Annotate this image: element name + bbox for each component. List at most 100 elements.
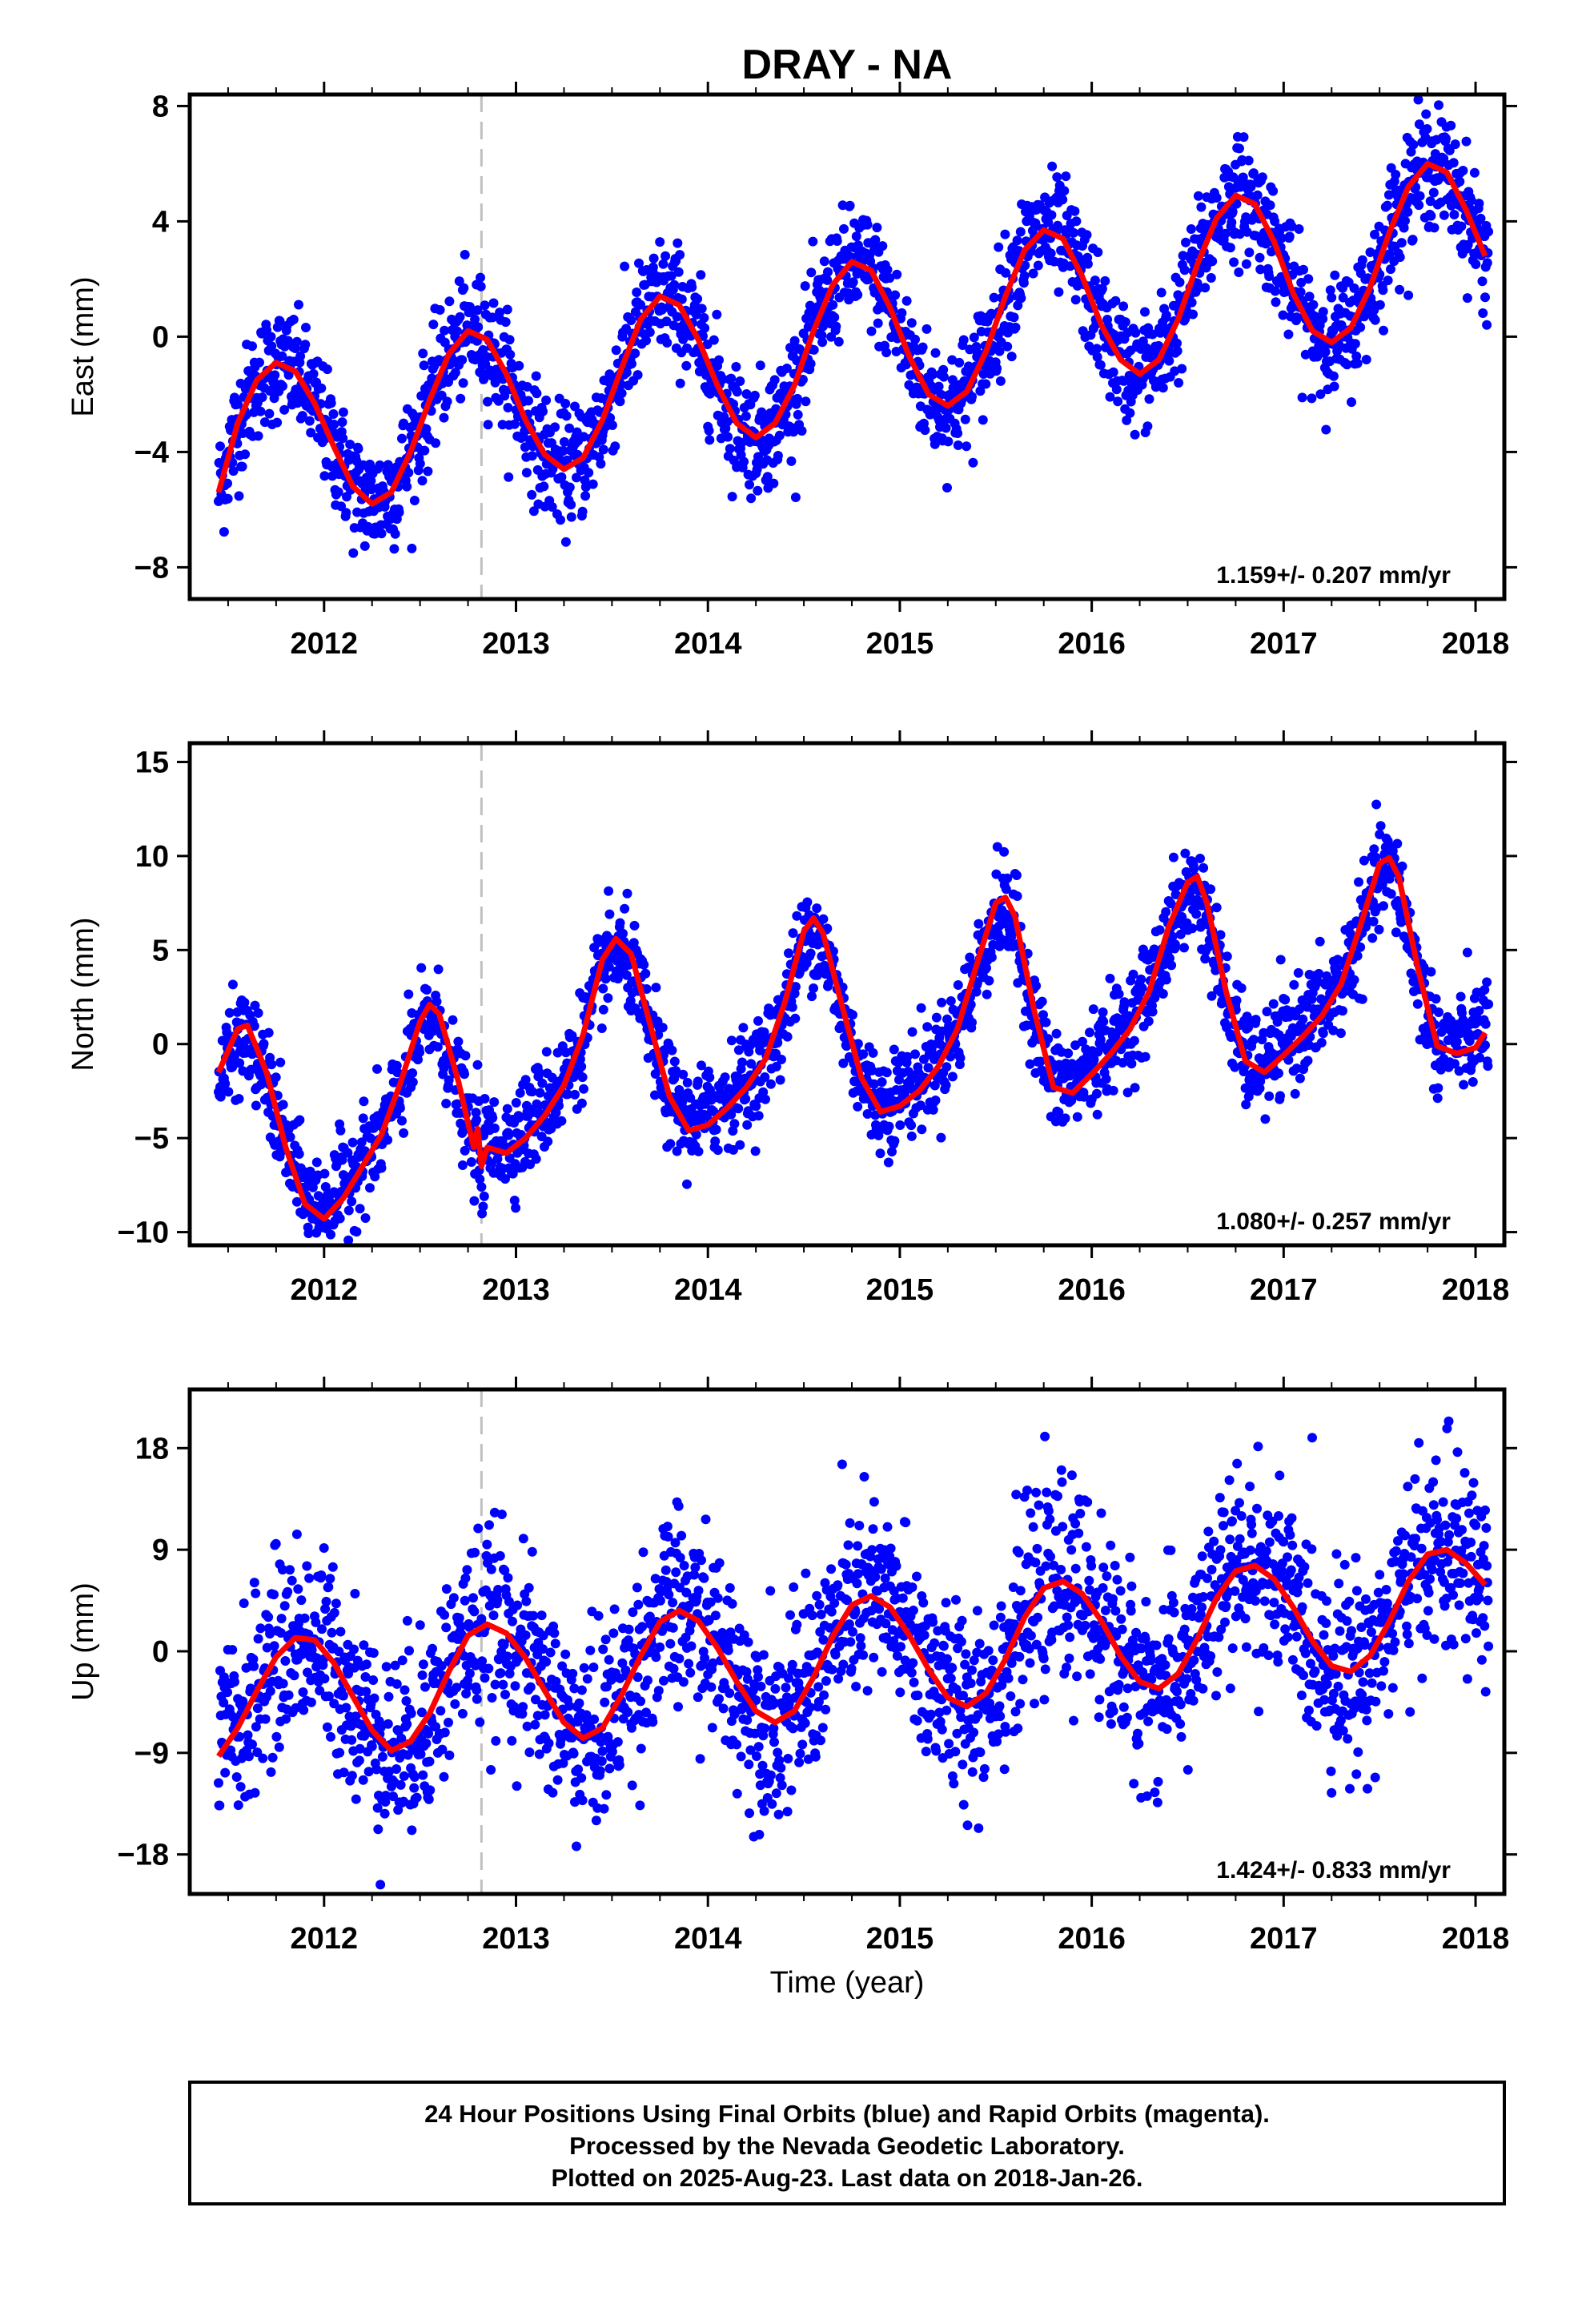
data-point (588, 479, 598, 489)
data-point (737, 1057, 747, 1068)
data-point (489, 1097, 500, 1108)
data-point (1189, 863, 1199, 874)
data-point (283, 1690, 294, 1700)
data-point (887, 1147, 897, 1157)
data-point (941, 423, 951, 433)
y-tick-label: 15 (135, 746, 169, 779)
data-point (1391, 927, 1401, 938)
data-point (1095, 1035, 1106, 1045)
data-point (1450, 139, 1460, 150)
data-point (543, 1136, 553, 1147)
data-point (1167, 931, 1178, 942)
data-point (1342, 360, 1352, 370)
data-point (1375, 300, 1385, 310)
data-point (848, 1010, 857, 1020)
data-point (726, 1035, 737, 1046)
data-point (1382, 200, 1392, 211)
data-point (1395, 284, 1405, 295)
data-point (986, 952, 997, 963)
data-point (576, 1061, 587, 1072)
data-point (731, 362, 741, 372)
data-point (910, 1049, 920, 1059)
data-point (1298, 1014, 1308, 1024)
data-point (995, 376, 1006, 386)
data-point (675, 250, 685, 260)
data-point (620, 261, 630, 271)
data-point (337, 1155, 347, 1165)
data-point (269, 393, 279, 404)
panel-east: 2012 2013 2014 2015 2016 2017 2018−8−4048East … (66, 82, 1517, 661)
data-point (576, 1098, 587, 1108)
data-point (934, 381, 944, 392)
data-point (785, 343, 795, 353)
data-point (697, 1060, 706, 1071)
data-point (1428, 187, 1439, 198)
data-point (1252, 190, 1263, 200)
data-point (889, 1136, 900, 1146)
data-point (611, 345, 621, 356)
data-point (275, 1057, 286, 1068)
data-point (420, 445, 430, 456)
data-point (1168, 852, 1178, 862)
data-point (436, 390, 447, 400)
data-point (1013, 300, 1023, 311)
data-point (441, 1099, 452, 1108)
data-point (423, 466, 433, 476)
data-point (773, 1038, 783, 1048)
data-point (326, 1731, 335, 1742)
data-point (839, 223, 849, 234)
data-point (1231, 995, 1242, 1006)
data-point (251, 1722, 261, 1732)
data-point (1352, 951, 1363, 961)
data-point (992, 842, 1002, 852)
data-point (1043, 217, 1054, 227)
data-point (322, 364, 332, 375)
data-point (215, 1800, 225, 1811)
data-point (658, 259, 669, 269)
data-point (301, 323, 311, 332)
data-point (1379, 325, 1388, 336)
data-point (1478, 308, 1488, 318)
data-point (1268, 999, 1279, 1009)
data-point (1452, 1036, 1462, 1047)
data-points (214, 1416, 1494, 1890)
data-point (1111, 384, 1122, 395)
data-point (306, 1697, 316, 1707)
data-point (1415, 191, 1425, 201)
y-tick-label: −4 (135, 436, 169, 469)
data-point (1255, 252, 1265, 263)
plot-frame (187, 741, 1507, 1248)
data-point (347, 1196, 357, 1207)
data-point (755, 1045, 765, 1055)
data-point (1161, 907, 1171, 917)
data-point (805, 359, 816, 369)
data-point (1299, 264, 1308, 275)
data-point (266, 1767, 276, 1777)
data-point (1414, 200, 1424, 211)
data-point (727, 492, 737, 502)
data-point (302, 1561, 312, 1571)
data-point (877, 1077, 887, 1088)
data-point (1315, 936, 1325, 947)
data-point (556, 472, 567, 482)
data-point (806, 267, 817, 278)
data-point (1140, 1051, 1150, 1062)
data-point (906, 1120, 917, 1131)
data-point (365, 459, 375, 469)
data-point (343, 1148, 353, 1158)
data-point (675, 378, 685, 388)
data-point (237, 461, 247, 472)
data-point (417, 476, 428, 486)
data-point (828, 300, 838, 310)
data-point (435, 305, 445, 315)
data-point (722, 416, 733, 427)
data-point (777, 1055, 786, 1064)
data-point (1433, 1083, 1443, 1093)
data-point (1097, 283, 1107, 294)
data-point (1130, 1083, 1140, 1093)
data-point (1098, 1016, 1109, 1027)
data-point (1425, 196, 1435, 207)
data-point (1054, 287, 1064, 297)
data-point (742, 1120, 753, 1130)
data-point (297, 1650, 307, 1659)
